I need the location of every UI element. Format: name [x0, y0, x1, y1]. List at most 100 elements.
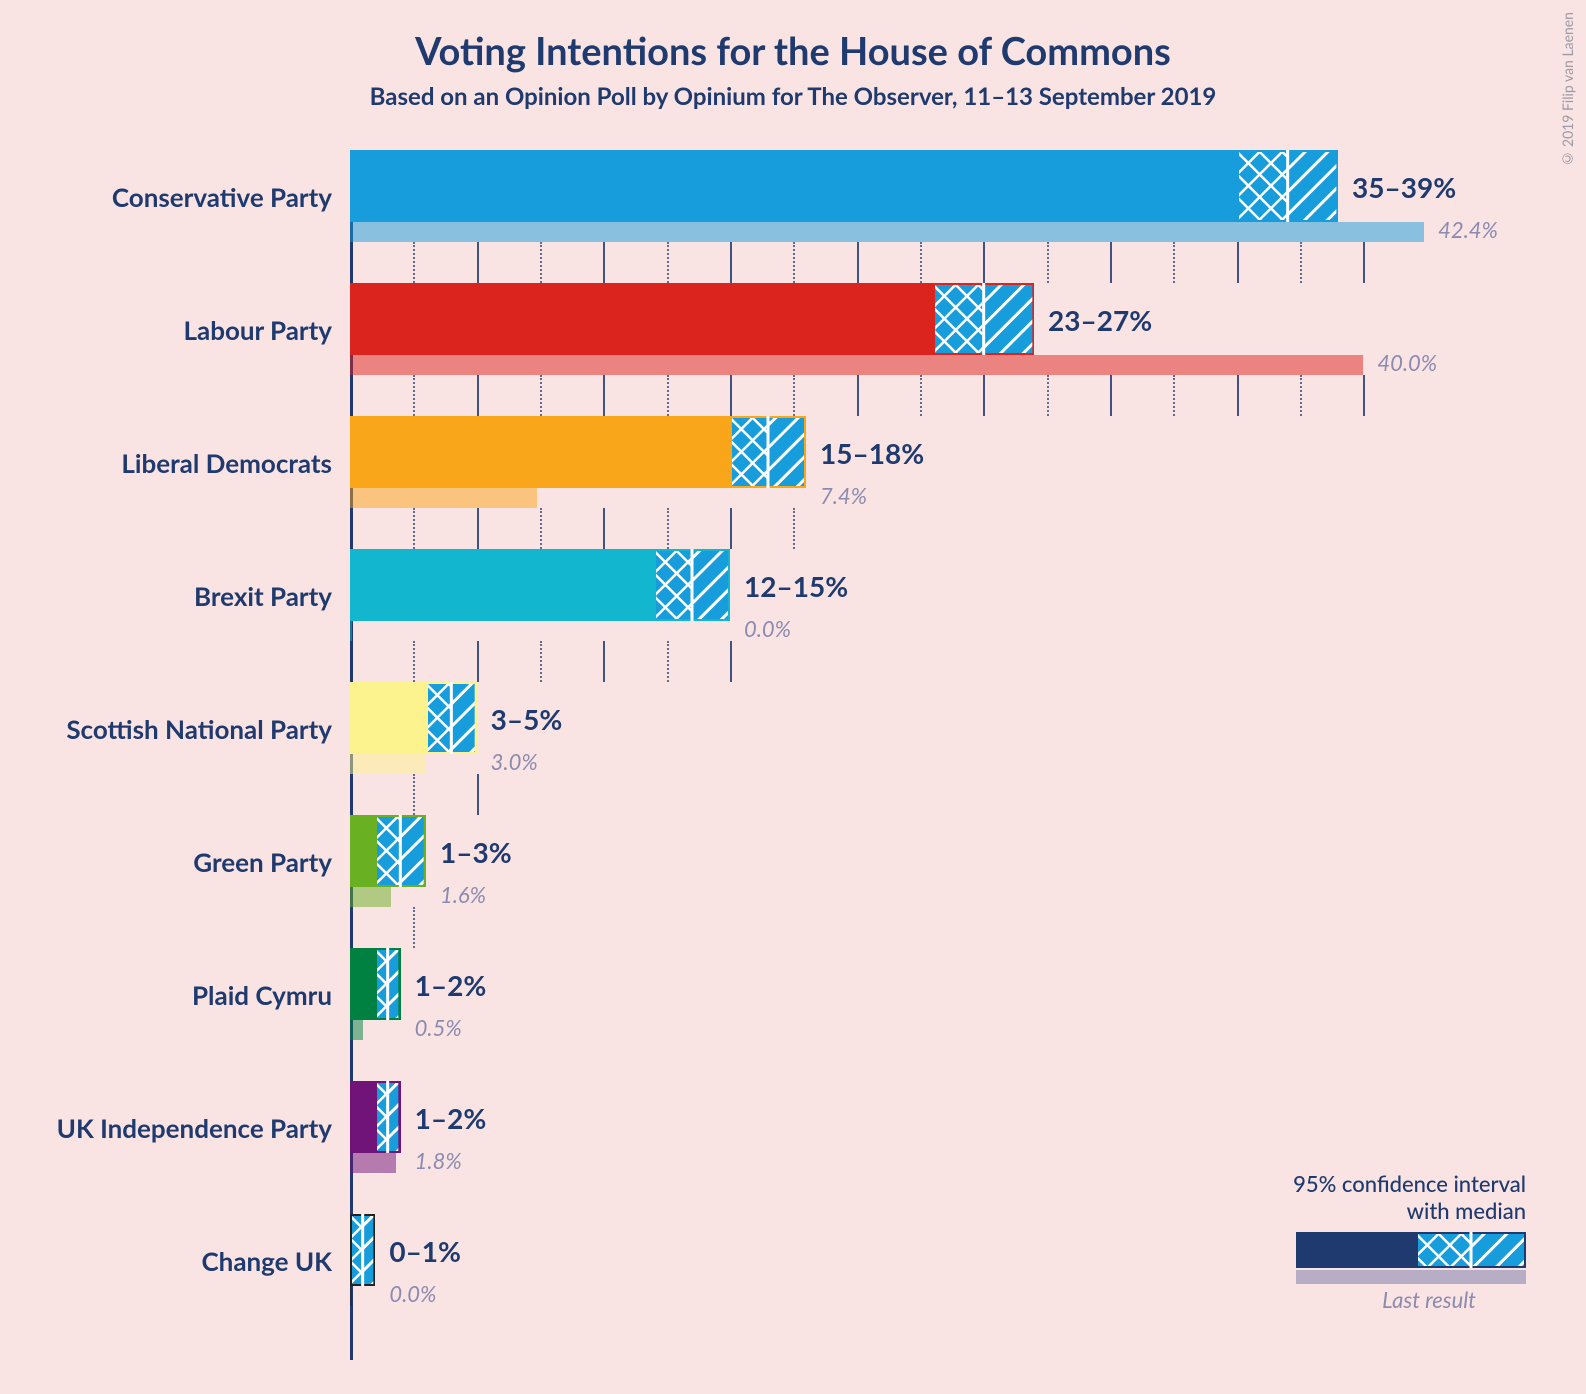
value-last-label: 3.0% — [491, 748, 538, 775]
value-range-label: 35–39% — [1352, 170, 1456, 204]
gridline — [1300, 242, 1302, 283]
bar-main — [350, 948, 375, 1020]
value-range-label: 12–15% — [744, 569, 848, 603]
gridline — [413, 907, 415, 948]
value-range-label: 23–27% — [1048, 303, 1152, 337]
gridline — [1047, 242, 1049, 283]
gridline — [477, 242, 479, 283]
gridline — [983, 242, 985, 283]
gridline — [603, 375, 605, 416]
legend-last-label: Last result — [1382, 1286, 1476, 1313]
legend-ci-line2: with median — [1256, 1197, 1526, 1224]
gridline — [1300, 375, 1302, 416]
gridline — [540, 641, 542, 682]
legend-last-swatch — [1296, 1270, 1526, 1284]
gridline — [793, 375, 795, 416]
value-last-label: 1.8% — [415, 1147, 462, 1174]
gridline — [1237, 375, 1239, 416]
gridline — [1173, 375, 1175, 416]
gridline — [857, 242, 859, 283]
bar-main — [350, 416, 730, 488]
value-last-label: 0.0% — [389, 1280, 436, 1307]
value-last-label: 1.6% — [440, 881, 486, 908]
gridline — [413, 242, 415, 283]
gridline — [920, 375, 922, 416]
value-last-label: 42.4% — [1438, 216, 1498, 243]
party-row: Liberal Democrats 15–18%7.4% — [350, 416, 1490, 508]
bar-main — [350, 150, 1237, 222]
gridline — [730, 375, 732, 416]
party-row: Brexit Party 12–15%0.0% — [350, 549, 1490, 641]
bar-last-result — [350, 488, 537, 508]
party-label: Green Party — [193, 846, 350, 878]
party-label: Change UK — [201, 1245, 350, 1277]
bar-main — [350, 549, 654, 621]
bar-main — [350, 682, 426, 754]
bar-main — [350, 283, 933, 355]
value-range-label: 1–2% — [415, 1101, 487, 1135]
bar-last-result — [350, 887, 391, 907]
party-label: Scottish National Party — [66, 713, 350, 745]
value-range-label: 3–5% — [491, 702, 563, 736]
gridline — [413, 774, 415, 815]
value-range-label: 15–18% — [820, 436, 924, 470]
value-range-label: 0–1% — [389, 1234, 461, 1268]
gridline — [983, 375, 985, 416]
party-label: Conservative Party — [112, 181, 350, 213]
gridline — [1237, 242, 1239, 283]
value-range-label: 1–2% — [415, 968, 487, 1002]
value-last-label: 0.0% — [744, 615, 791, 642]
gridline — [730, 508, 732, 549]
confidence-interval — [654, 549, 730, 621]
gridline — [413, 375, 415, 416]
legend-ci-line1: 95% confidence interval — [1256, 1170, 1526, 1197]
confidence-interval — [730, 416, 806, 488]
gridline — [1110, 375, 1112, 416]
gridline — [540, 375, 542, 416]
confidence-interval — [375, 815, 426, 887]
gridline — [477, 375, 479, 416]
gridline — [477, 641, 479, 682]
gridline — [857, 375, 859, 416]
party-label: Plaid Cymru — [192, 979, 350, 1011]
party-row: Plaid Cymru 1–2%0.5% — [350, 948, 1490, 1040]
bar-last-result — [350, 355, 1363, 375]
value-last-label: 7.4% — [820, 482, 867, 509]
party-row: Scottish National Party 3–5%3.0% — [350, 682, 1490, 774]
party-row: UK Independence Party 1–2%1.8% — [350, 1081, 1490, 1173]
gridline — [1363, 375, 1365, 416]
value-range-label: 1–3% — [440, 835, 512, 869]
bar-last-result — [350, 1286, 352, 1306]
bar-last-result — [350, 1153, 396, 1173]
confidence-interval — [350, 1214, 375, 1286]
legend: 95% confidence interval with median Last… — [1256, 1170, 1526, 1224]
gridline — [413, 508, 415, 549]
legend-ci-swatch — [1296, 1232, 1526, 1268]
gridline — [667, 242, 669, 283]
value-last-label: 0.5% — [415, 1014, 462, 1041]
gridline — [540, 242, 542, 283]
party-label: Liberal Democrats — [121, 447, 350, 479]
party-label: UK Independence Party — [57, 1112, 350, 1144]
gridline — [477, 774, 479, 815]
gridline — [603, 641, 605, 682]
confidence-interval — [375, 1081, 400, 1153]
party-row: Labour Party 23–27%40.0% — [350, 283, 1490, 375]
gridline — [793, 242, 795, 283]
gridline — [1110, 242, 1112, 283]
bar-last-result — [350, 222, 1424, 242]
gridline — [1173, 242, 1175, 283]
party-row: Conservative Party 35–39%42.4% — [350, 150, 1490, 242]
gridline — [1047, 375, 1049, 416]
bar-last-result — [350, 1020, 363, 1040]
bar-last-result — [350, 621, 352, 641]
bar-main — [350, 1081, 375, 1153]
gridline — [603, 242, 605, 283]
bar-main — [350, 815, 375, 887]
gridline — [413, 641, 415, 682]
gridline — [603, 508, 605, 549]
confidence-interval — [375, 948, 400, 1020]
gridline — [793, 508, 795, 549]
gridline — [667, 641, 669, 682]
confidence-interval — [426, 682, 477, 754]
